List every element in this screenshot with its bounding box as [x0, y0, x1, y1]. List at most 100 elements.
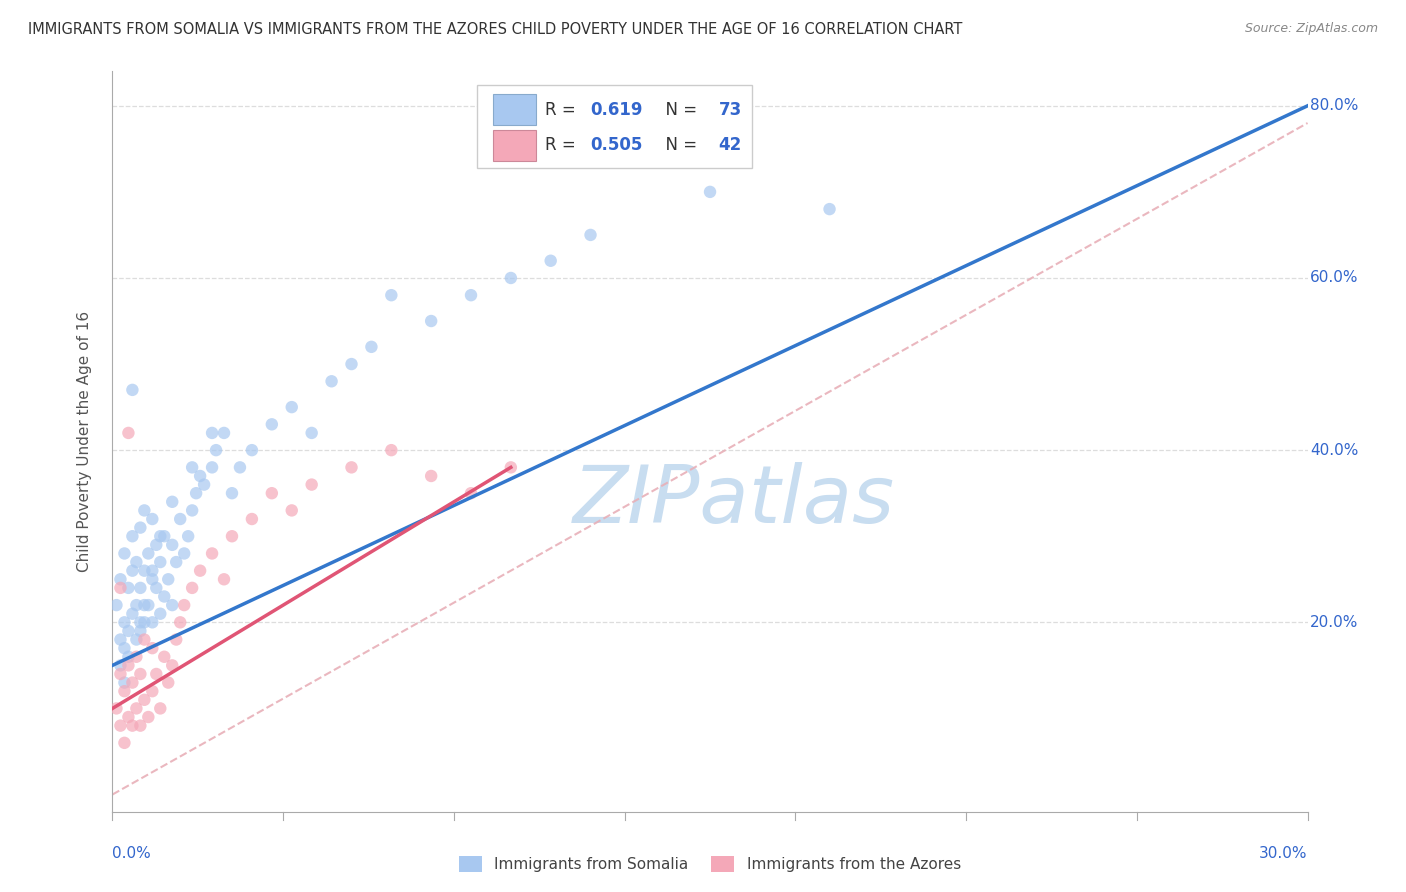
Point: [188, 564, 211, 578]
Point: [188, 469, 211, 483]
Point: [134, 598, 156, 612]
Point: [117, 710, 139, 724]
Text: 60.0%: 60.0%: [1310, 270, 1358, 285]
Point: [540, 253, 562, 268]
FancyBboxPatch shape: [477, 85, 752, 168]
Point: [134, 615, 156, 630]
Point: [129, 615, 152, 630]
Point: [181, 460, 204, 475]
Point: [221, 529, 243, 543]
Point: [138, 598, 160, 612]
Point: [129, 667, 152, 681]
Text: 40.0%: 40.0%: [1310, 442, 1358, 458]
Point: [165, 632, 187, 647]
Point: [117, 658, 139, 673]
Point: [340, 460, 363, 475]
Point: [301, 477, 323, 491]
Text: 42: 42: [718, 136, 741, 154]
Point: [121, 607, 143, 621]
Point: [240, 443, 263, 458]
Legend: Immigrants from Somalia, Immigrants from the Azores: Immigrants from Somalia, Immigrants from…: [453, 850, 967, 879]
Point: [149, 529, 172, 543]
Point: [134, 632, 156, 647]
Point: [360, 340, 382, 354]
Point: [177, 529, 200, 543]
Point: [201, 425, 224, 440]
Point: [380, 288, 402, 302]
Text: R =: R =: [546, 101, 581, 119]
Point: [162, 495, 183, 509]
Point: [145, 667, 167, 681]
Point: [138, 546, 160, 560]
Point: [114, 736, 135, 750]
Text: Source: ZipAtlas.com: Source: ZipAtlas.com: [1244, 22, 1378, 36]
Point: [117, 581, 139, 595]
Point: [125, 701, 148, 715]
Point: [121, 529, 143, 543]
Point: [169, 615, 191, 630]
Point: [380, 443, 402, 458]
Point: [129, 581, 152, 595]
Point: [141, 641, 163, 656]
Text: 73: 73: [718, 101, 741, 119]
Text: ZIPatlas: ZIPatlas: [572, 462, 896, 540]
Point: [149, 701, 172, 715]
Point: [125, 598, 148, 612]
Point: [165, 555, 187, 569]
Point: [145, 538, 167, 552]
Point: [121, 383, 143, 397]
Point: [818, 202, 841, 216]
Point: [121, 675, 143, 690]
Point: [186, 486, 208, 500]
Point: [201, 460, 224, 475]
Y-axis label: Child Poverty Under the Age of 16: Child Poverty Under the Age of 16: [77, 311, 91, 572]
Point: [212, 425, 235, 440]
Point: [281, 503, 304, 517]
Point: [105, 701, 128, 715]
Point: [121, 718, 143, 732]
FancyBboxPatch shape: [492, 130, 536, 161]
Text: 30.0%: 30.0%: [1260, 847, 1308, 861]
Point: [129, 521, 152, 535]
Point: [125, 555, 148, 569]
Point: [181, 503, 204, 517]
Point: [110, 718, 132, 732]
Point: [125, 632, 148, 647]
Point: [121, 564, 143, 578]
Point: [499, 271, 522, 285]
Point: [420, 469, 443, 483]
Point: [221, 486, 243, 500]
Text: N =: N =: [655, 136, 703, 154]
Point: [169, 512, 191, 526]
Point: [162, 598, 183, 612]
Point: [110, 632, 132, 647]
Point: [153, 649, 176, 664]
Point: [149, 607, 172, 621]
Text: 0.0%: 0.0%: [112, 847, 152, 861]
Point: [281, 400, 304, 414]
Point: [321, 374, 343, 388]
Text: 20.0%: 20.0%: [1310, 615, 1358, 630]
Point: [114, 615, 135, 630]
Point: [114, 675, 135, 690]
Point: [117, 425, 139, 440]
Point: [141, 512, 163, 526]
Point: [301, 425, 323, 440]
Point: [141, 684, 163, 698]
Point: [173, 546, 195, 560]
Text: R =: R =: [546, 136, 581, 154]
Point: [340, 357, 363, 371]
Text: N =: N =: [655, 101, 703, 119]
Point: [173, 598, 195, 612]
Text: IMMIGRANTS FROM SOMALIA VS IMMIGRANTS FROM THE AZORES CHILD POVERTY UNDER THE AG: IMMIGRANTS FROM SOMALIA VS IMMIGRANTS FR…: [28, 22, 963, 37]
Text: 0.505: 0.505: [591, 136, 643, 154]
Point: [141, 564, 163, 578]
Point: [205, 443, 228, 458]
Point: [114, 641, 135, 656]
Point: [110, 572, 132, 586]
Point: [105, 598, 128, 612]
Point: [141, 572, 163, 586]
Point: [153, 529, 176, 543]
Point: [201, 546, 224, 560]
Point: [134, 503, 156, 517]
